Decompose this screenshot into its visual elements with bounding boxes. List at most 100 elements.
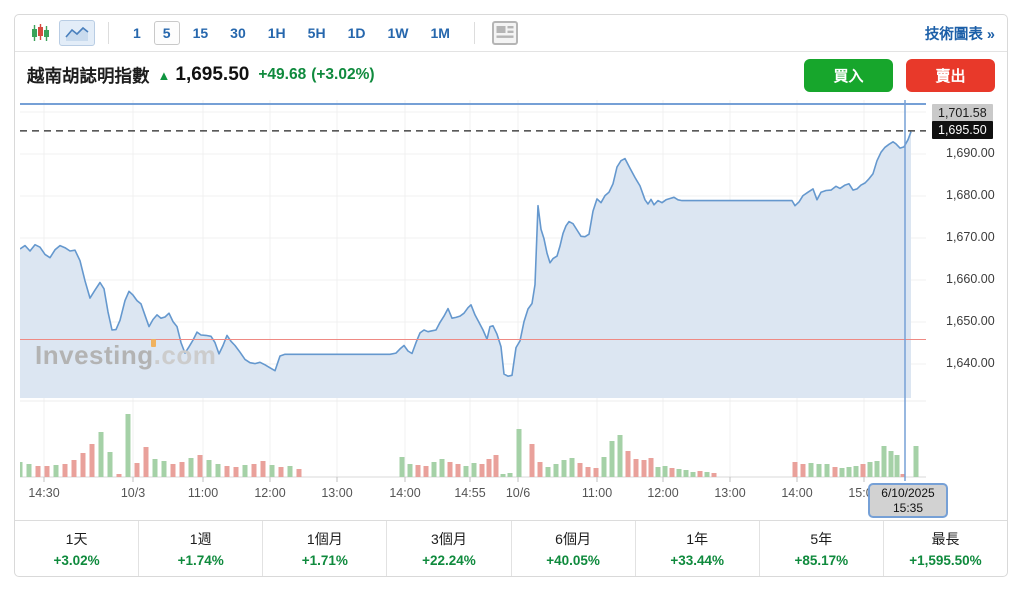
- interval-button-1M[interactable]: 1M: [421, 21, 458, 45]
- chart-region: Investing.com 1,701.58 1,695.50 1,690.00 1,…: [15, 97, 1007, 520]
- volume-bar: [860, 464, 866, 477]
- perf-change-value: +1.71%: [301, 553, 348, 568]
- volume-bar: [17, 462, 23, 477]
- volume-bar: [80, 453, 86, 477]
- price-axis: 1,701.58 1,695.50 1,690.00 1,680.00 1,670.00…: [932, 97, 1007, 520]
- buy-button[interactable]: 買入: [804, 58, 893, 92]
- volume-bar: [683, 470, 689, 477]
- volume-bar: [561, 460, 567, 477]
- technical-chart-link[interactable]: 技術圖表 »: [925, 23, 995, 44]
- volume-bar: [179, 462, 185, 477]
- candlestick-chart-button[interactable]: [27, 21, 55, 45]
- time-tick-label: 11:00: [581, 486, 613, 500]
- volume-bar: [98, 432, 104, 477]
- volume-bar: [296, 469, 302, 477]
- interval-button-15[interactable]: 15: [184, 21, 218, 45]
- volume-bar: [867, 462, 873, 477]
- price-chart-plot[interactable]: [17, 100, 926, 489]
- perf-period-label: 1年: [686, 531, 709, 547]
- volume-bar: [26, 464, 32, 477]
- perf-cell-3個月[interactable]: 3個月 +22.24%: [387, 521, 512, 576]
- perf-cell-1個月[interactable]: 1個月 +1.71%: [263, 521, 388, 576]
- price-tick-label: 1,690.00: [946, 146, 995, 160]
- perf-cell-1週[interactable]: 1週 +1.74%: [139, 521, 264, 576]
- volume-bar: [792, 462, 798, 477]
- volume-bar: [808, 463, 814, 477]
- time-tick-label: 12:00: [647, 486, 679, 500]
- time-tick-label: 10/6: [505, 486, 531, 500]
- volume-bar: [260, 461, 266, 477]
- volume-bar: [585, 467, 591, 477]
- crosshair-price-label: 1,701.58: [932, 104, 993, 122]
- volume-bar: [107, 452, 113, 477]
- toolbar-divider: [108, 22, 109, 44]
- interval-button-5[interactable]: 5: [153, 21, 180, 45]
- time-tick-label: 14:55: [454, 486, 486, 500]
- toolbar: 1 5 15 30 1H 5H 1D 1W 1M 技術圖表 »: [15, 15, 1007, 52]
- volume-bar: [415, 465, 421, 477]
- volume-bar: [44, 466, 50, 477]
- volume-bar: [577, 463, 583, 477]
- perf-cell-5年[interactable]: 5年 +85.17%: [760, 521, 884, 576]
- interval-button-1D[interactable]: 1D: [339, 21, 375, 45]
- volume-bar: [609, 441, 615, 477]
- interval-button-5H[interactable]: 5H: [299, 21, 335, 45]
- volume-bar: [197, 455, 203, 477]
- chevron-right-icon: »: [986, 26, 995, 43]
- volume-bar: [537, 462, 543, 477]
- time-tick-label: 14:30: [28, 486, 60, 500]
- interval-button-1H[interactable]: 1H: [259, 21, 295, 45]
- perf-change-value: +1.74%: [177, 553, 224, 568]
- toolbar-divider: [473, 22, 475, 44]
- interval-button-30[interactable]: 30: [221, 21, 255, 45]
- volume-bar: [269, 465, 275, 477]
- price-change-percent: (+3.02%): [311, 66, 375, 83]
- line-chart-icon: [65, 26, 89, 41]
- volume-bar: [655, 467, 661, 477]
- price-tick-label: 1,680.00: [946, 188, 995, 202]
- price-tick-label: 1,660.00: [946, 272, 995, 286]
- volume-bar: [447, 462, 453, 477]
- sell-button[interactable]: 賣出: [906, 58, 995, 92]
- perf-period-label: 最長: [931, 531, 960, 547]
- volume-bar: [152, 459, 158, 477]
- volume-bar: [704, 472, 710, 477]
- volume-bar: [224, 466, 230, 477]
- time-tick-label: 13:00: [321, 486, 353, 500]
- volume-bar: [697, 471, 703, 477]
- perf-cell-6個月[interactable]: 6個月 +40.05%: [512, 521, 636, 576]
- volume-bar: [662, 466, 668, 477]
- perf-period-label: 1天: [65, 531, 88, 547]
- interval-button-1W[interactable]: 1W: [378, 21, 417, 45]
- volume-bar: [206, 460, 212, 477]
- volume-bar: [816, 464, 822, 477]
- line-chart-button[interactable]: [59, 20, 95, 46]
- tooltip-date: 6/10/2025: [881, 486, 935, 500]
- volume-bar: [641, 460, 647, 477]
- volume-bar: [824, 464, 830, 477]
- news-panel-button[interactable]: [488, 19, 522, 47]
- perf-cell-1年[interactable]: 1年 +33.44%: [636, 521, 760, 576]
- perf-cell-最長[interactable]: 最長 +1,595.50%: [884, 521, 1007, 576]
- volume-bar: [913, 446, 919, 477]
- perf-period-label: 1個月: [306, 531, 343, 547]
- volume-bar: [888, 451, 894, 477]
- up-arrow-icon: ▲: [157, 67, 171, 83]
- perf-cell-1天[interactable]: 1天 +3.02%: [15, 521, 140, 576]
- volume-bar: [479, 464, 485, 477]
- volume-bar: [423, 466, 429, 477]
- volume-bar: [89, 444, 95, 477]
- volume-bar: [463, 466, 469, 477]
- volume-bar: [874, 461, 880, 477]
- volume-bar: [676, 469, 682, 477]
- volume-bar: [35, 466, 41, 477]
- interval-button-1[interactable]: 1: [124, 21, 150, 45]
- time-tick-label: 12:00: [254, 486, 286, 500]
- volume-bar: [170, 464, 176, 477]
- price-change: +49.68: [258, 66, 307, 83]
- volume-bar: [593, 468, 599, 477]
- interval-group: 1 5 15 30 1H 5H 1D 1W 1M: [122, 21, 461, 45]
- volume-bar: [900, 474, 906, 477]
- volume-bar: [617, 435, 623, 477]
- volume-bar: [407, 464, 413, 477]
